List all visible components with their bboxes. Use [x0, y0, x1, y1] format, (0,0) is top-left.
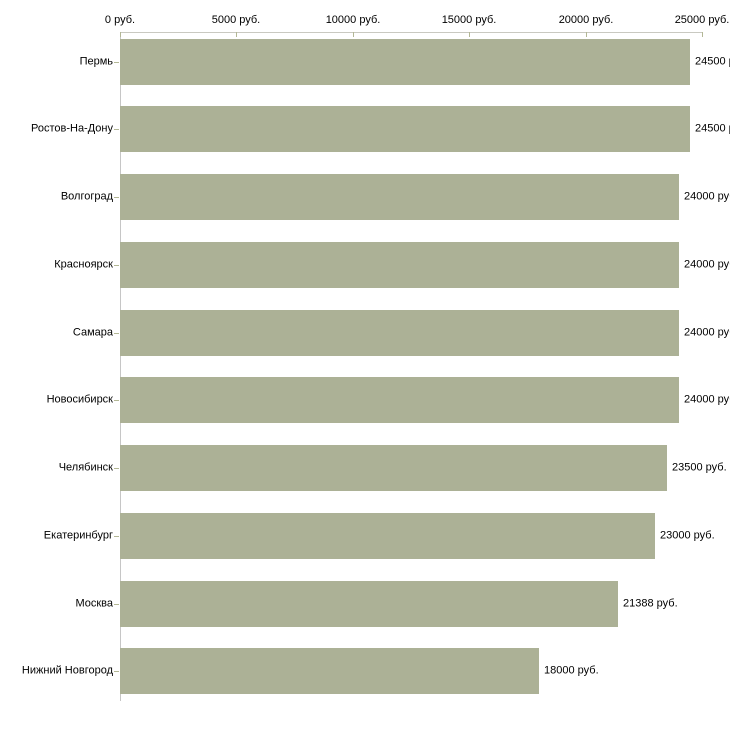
x-tick-label: 20000 руб. [558, 14, 614, 26]
x-tick-label: 15000 руб. [441, 14, 497, 26]
category-label: Москва [75, 597, 113, 610]
category-tick [114, 265, 119, 266]
bar [120, 445, 667, 491]
category-label: Новосибирск [46, 393, 113, 406]
bar [120, 581, 618, 627]
category-tick [114, 400, 119, 401]
bar [120, 39, 690, 85]
y-axis-line [120, 32, 121, 701]
bar [120, 174, 679, 220]
bar-row: Москва 21388 руб. [0, 581, 730, 627]
category-tick [114, 129, 119, 130]
value-label: 24000 руб. [684, 393, 730, 406]
bar [120, 377, 679, 423]
bar-row: Челябинск 23500 руб. [0, 445, 730, 491]
x-tick-label: 25000 руб. [674, 14, 730, 26]
x-axis-line [120, 32, 703, 33]
x-tick-label: 10000 руб. [325, 14, 381, 26]
bar-row: Ростов-На-Дону 24500 руб. [0, 106, 730, 152]
x-tick [469, 32, 470, 37]
bar-row: Волгоград 24000 руб. [0, 174, 730, 220]
value-label: 18000 руб. [544, 664, 599, 677]
value-label: 23500 руб. [672, 461, 727, 474]
x-tick [586, 32, 587, 37]
bar-row: Екатеринбург 23000 руб. [0, 513, 730, 559]
category-tick [114, 536, 119, 537]
value-label: 24000 руб. [684, 190, 730, 203]
bar [120, 648, 539, 694]
category-label: Екатеринбург [43, 529, 113, 542]
bar-row: Новосибирск 24000 руб. [0, 377, 730, 423]
category-label: Самара [72, 326, 113, 339]
bar-row: Красноярск 24000 руб. [0, 242, 730, 288]
bar [120, 513, 655, 559]
value-label: 24000 руб. [684, 258, 730, 271]
category-tick [114, 197, 119, 198]
category-label: Волгоград [60, 190, 113, 203]
category-label: Красноярск [54, 258, 113, 271]
value-label: 21388 руб. [623, 597, 678, 610]
category-label: Челябинск [58, 461, 113, 474]
category-tick [114, 671, 119, 672]
value-label: 24000 руб. [684, 326, 730, 339]
category-label: Ростов-На-Дону [30, 122, 113, 135]
x-tick [353, 32, 354, 37]
bar-row: Нижний Новгород 18000 руб. [0, 648, 730, 694]
category-tick [114, 62, 119, 63]
bar [120, 242, 679, 288]
value-label: 24500 руб. [695, 55, 730, 68]
value-label: 23000 руб. [660, 529, 715, 542]
x-tick-label: 5000 руб. [211, 14, 261, 26]
category-tick [114, 468, 119, 469]
bar [120, 310, 679, 356]
bar-row: Пермь 24500 руб. [0, 39, 730, 85]
category-tick [114, 604, 119, 605]
value-label: 24500 руб. [695, 122, 730, 135]
category-label: Нижний Новгород [21, 664, 113, 677]
x-tick-label: 0 руб. [104, 14, 136, 26]
bar-row: Самара 24000 руб. [0, 310, 730, 356]
category-label: Пермь [79, 55, 113, 68]
category-tick [114, 333, 119, 334]
x-tick [236, 32, 237, 37]
x-tick [702, 32, 703, 37]
bar [120, 106, 690, 152]
x-tick [120, 32, 121, 37]
